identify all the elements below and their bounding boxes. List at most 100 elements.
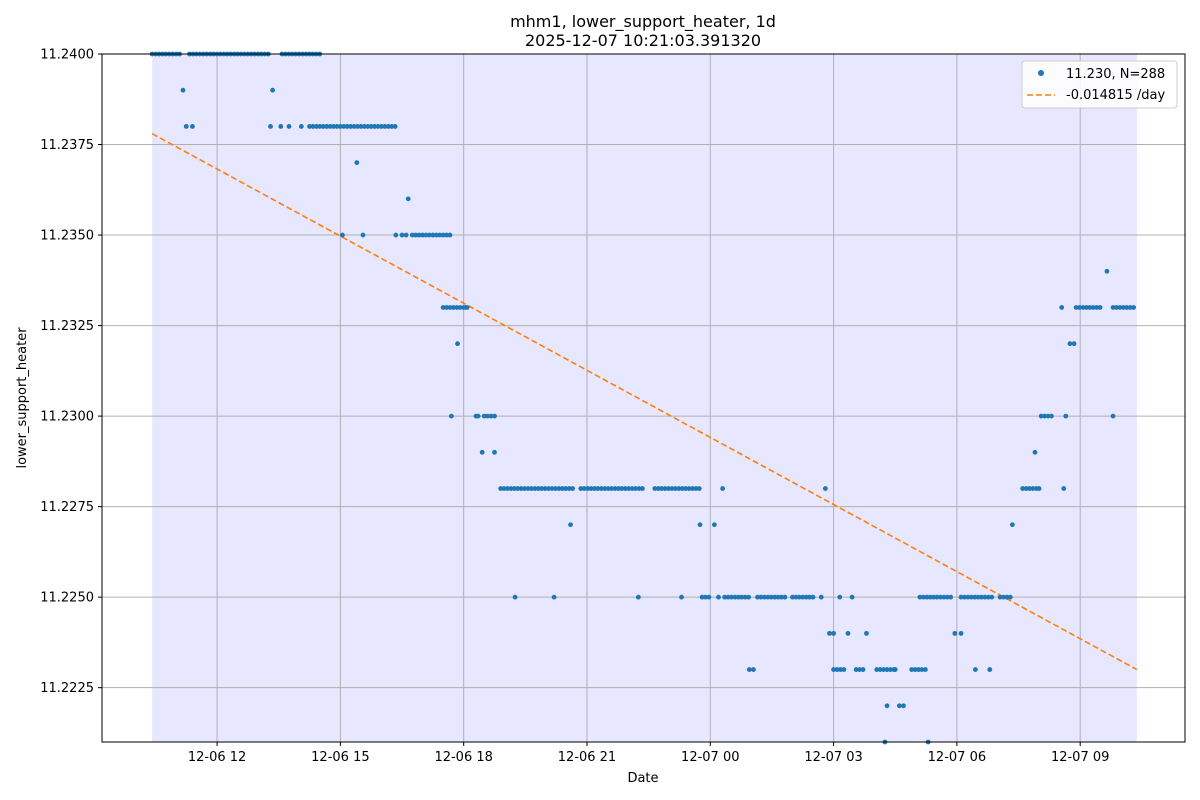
data-point xyxy=(924,594,930,600)
data-point xyxy=(997,594,1003,600)
data-point xyxy=(874,667,880,672)
data-point xyxy=(566,486,572,491)
data-point xyxy=(595,486,601,491)
data-point xyxy=(892,667,898,672)
data-point xyxy=(944,594,950,600)
data-point xyxy=(699,594,705,600)
data-point xyxy=(768,594,774,600)
data-point xyxy=(962,594,967,600)
data-point xyxy=(958,630,964,636)
data-point xyxy=(331,124,336,129)
data-point xyxy=(989,594,995,600)
data-point xyxy=(463,305,469,310)
data-point xyxy=(602,486,608,491)
data-point xyxy=(662,486,668,491)
data-point xyxy=(413,232,419,238)
data-point xyxy=(917,594,923,600)
data-point xyxy=(934,594,940,600)
data-point xyxy=(1020,486,1026,491)
data-point xyxy=(679,486,685,491)
data-point xyxy=(515,486,521,491)
y-tick-label: 11.2325 xyxy=(40,319,94,334)
data-point xyxy=(1080,305,1086,310)
data-point xyxy=(827,630,832,636)
data-point xyxy=(1036,486,1042,491)
y-tick-label: 11.2225 xyxy=(40,681,94,696)
data-point xyxy=(803,594,809,600)
data-point xyxy=(683,486,689,491)
data-point xyxy=(849,594,855,600)
y-axis-ticks: 11.2225 11.2250 11.2275 11.2300 11.2325 11.23… xyxy=(40,48,102,696)
data-point xyxy=(948,594,954,600)
data-point xyxy=(693,486,699,491)
data-point xyxy=(706,594,712,600)
data-point xyxy=(278,124,284,129)
data-point xyxy=(1110,413,1116,419)
data-point xyxy=(358,124,364,129)
data-point xyxy=(334,124,340,129)
data-point xyxy=(938,594,943,600)
data-point xyxy=(1045,413,1051,419)
data-point xyxy=(1120,305,1126,310)
data-point xyxy=(1009,522,1015,528)
data-point xyxy=(1023,486,1029,491)
data-point xyxy=(676,486,682,491)
data-point xyxy=(751,667,756,672)
y-tick-label: 11.2375 xyxy=(40,138,94,153)
data-point xyxy=(324,124,330,129)
data-point xyxy=(1114,305,1119,310)
data-point xyxy=(355,124,360,129)
data-point xyxy=(310,124,316,129)
data-point xyxy=(592,486,597,491)
data-point xyxy=(679,594,684,600)
data-point xyxy=(831,667,836,672)
data-point xyxy=(427,232,432,238)
data-point xyxy=(919,667,925,672)
data-point xyxy=(746,667,752,672)
data-point xyxy=(529,486,534,491)
data-point xyxy=(912,667,918,672)
data-point xyxy=(1127,305,1133,310)
shaded-span xyxy=(152,54,1137,742)
data-point xyxy=(498,486,504,491)
legend-label-trend: -0.014815 /day xyxy=(1066,88,1165,103)
data-point xyxy=(1073,305,1079,310)
data-point xyxy=(389,124,395,129)
data-point xyxy=(810,594,816,600)
data-point xyxy=(975,594,981,600)
data-point xyxy=(1004,594,1010,600)
data-point xyxy=(578,486,584,491)
data-point xyxy=(735,594,741,600)
data-point xyxy=(522,486,528,491)
data-point xyxy=(619,486,625,491)
data-point xyxy=(922,667,928,672)
data-point xyxy=(822,486,828,491)
y-tick-label: 11.2250 xyxy=(40,591,94,606)
data-point xyxy=(344,124,350,129)
data-point xyxy=(270,87,275,93)
data-point xyxy=(920,594,926,600)
data-point xyxy=(455,341,460,347)
data-point xyxy=(888,667,893,672)
data-point xyxy=(958,594,964,600)
data-point xyxy=(612,486,618,491)
data-point xyxy=(841,667,847,672)
data-point xyxy=(931,594,936,600)
data-point xyxy=(807,594,813,600)
data-point xyxy=(1042,413,1047,419)
data-point xyxy=(772,594,778,600)
data-point xyxy=(437,232,443,238)
data-point xyxy=(492,413,497,419)
data-point xyxy=(1049,413,1054,419)
data-point xyxy=(896,703,902,709)
chart-subtitle: 2025-12-07 10:21:03.391320 xyxy=(525,31,761,50)
data-point xyxy=(703,594,708,600)
data-point xyxy=(790,594,795,600)
data-point xyxy=(636,486,642,491)
data-point xyxy=(392,124,398,129)
data-point xyxy=(686,486,692,491)
x-tick-label: 12-06 12 xyxy=(188,750,246,765)
data-point xyxy=(420,232,425,238)
data-point xyxy=(1032,449,1038,455)
data-point xyxy=(884,667,890,672)
